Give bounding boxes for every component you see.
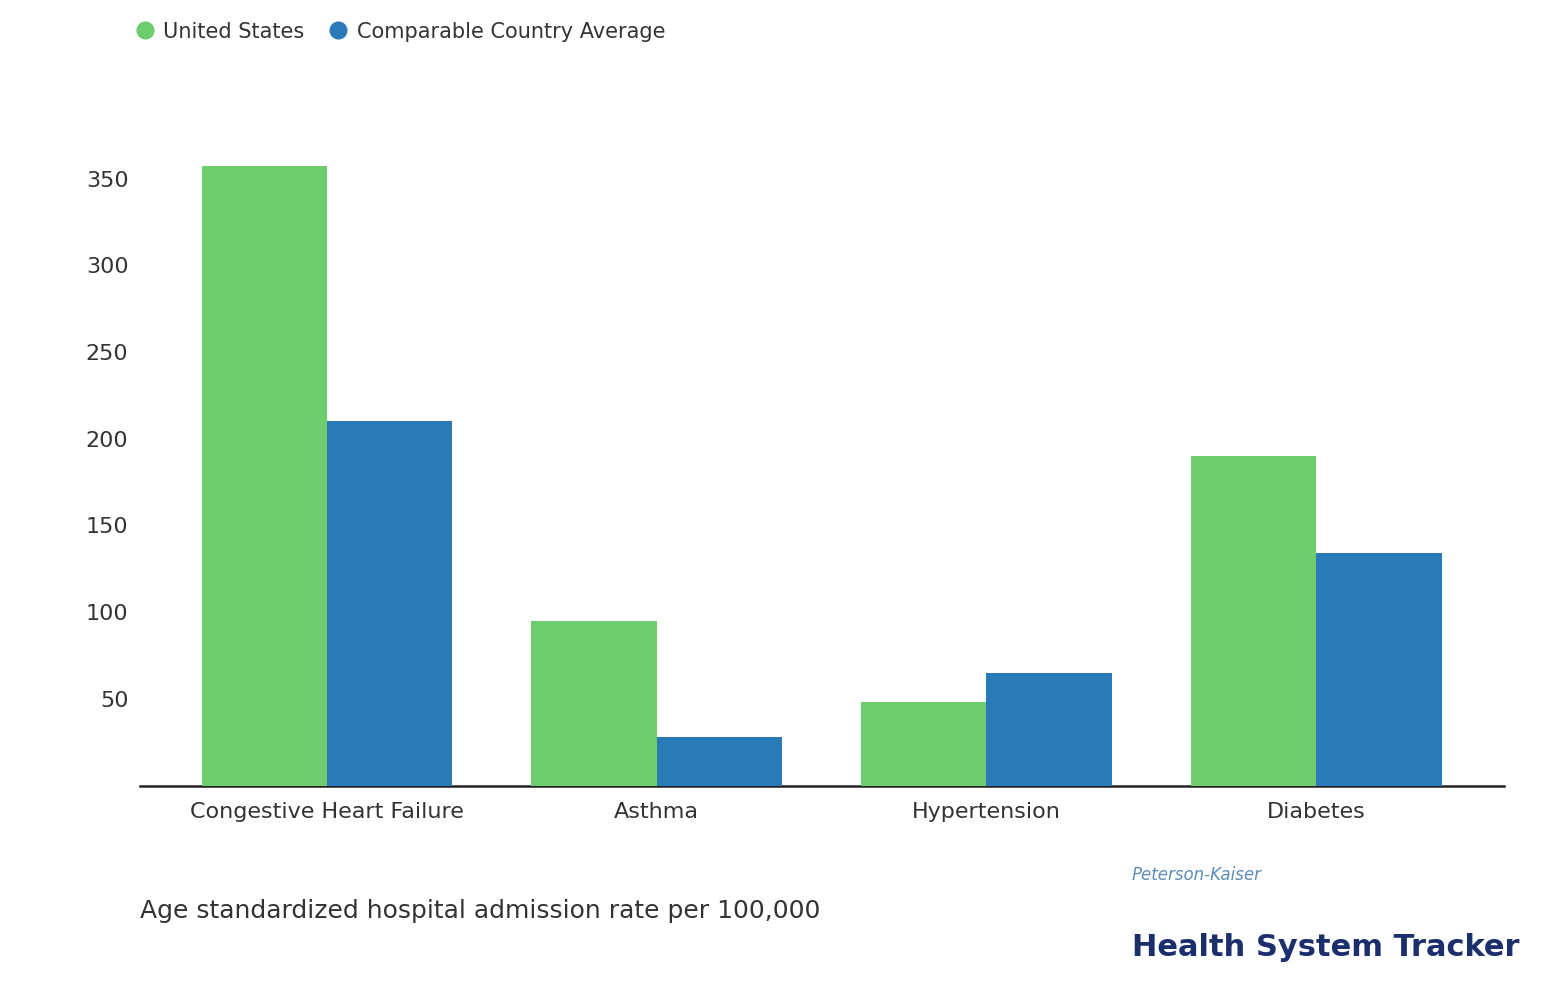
Bar [1316,553,1442,786]
Bar [1190,456,1316,786]
Bar [532,621,657,786]
Text: Age standardized hospital admission rate per 100,000: Age standardized hospital admission rate… [140,900,820,923]
Bar [327,421,453,786]
Bar [862,702,986,786]
Text: Health System Tracker: Health System Tracker [1132,933,1519,962]
Text: Peterson-Kaiser: Peterson-Kaiser [1132,866,1262,884]
Bar [657,737,781,786]
Bar [202,166,327,786]
Bar [986,673,1111,786]
Legend: United States, Comparable Country Average: United States, Comparable Country Averag… [136,22,665,42]
